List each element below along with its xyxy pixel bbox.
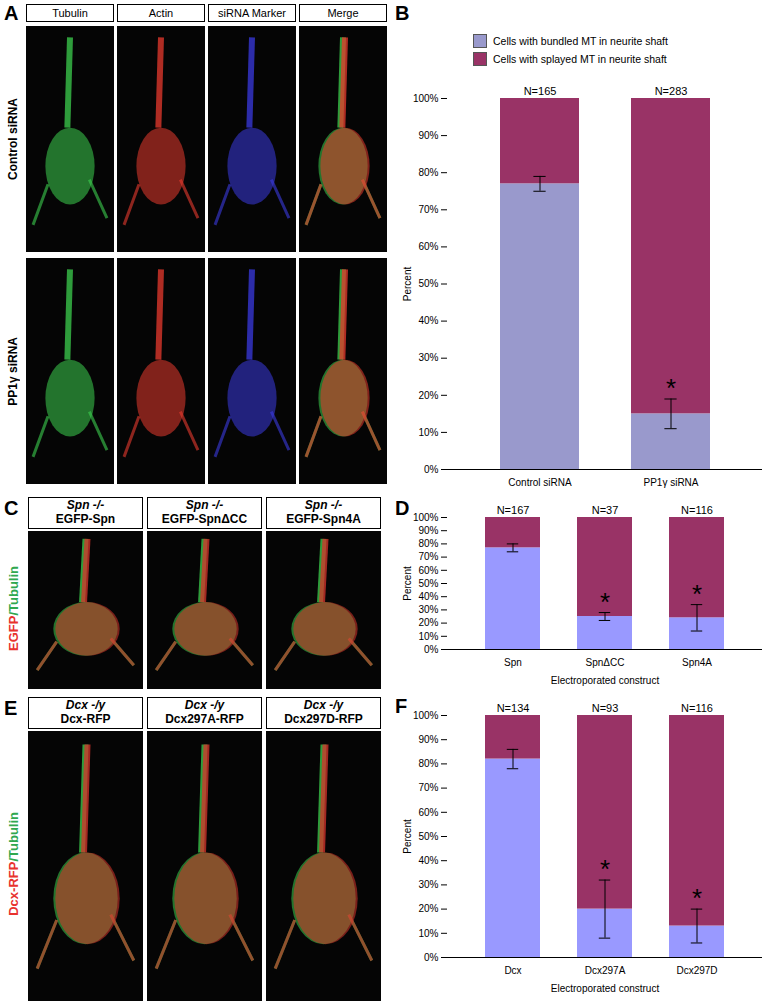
html-text:A: A [4,2,19,24]
svg-text:50%: 50% [418,831,438,842]
svg-text:80%: 80% [418,167,438,178]
svg-text:Dcx297A: Dcx297A [585,965,626,976]
svg-text:30%: 30% [418,879,438,890]
html-text:F: F [395,695,408,717]
html-text:Spn -/-: Spn -/- [66,498,105,512]
svg-text:0%: 0% [424,644,439,655]
svg-text:40%: 40% [418,315,438,326]
svg-text:40%: 40% [418,855,438,866]
html-text:Cells with splayed MT in neuri: Cells with splayed MT in neurite shaft [493,53,667,65]
svg-text:90%: 90% [418,525,438,536]
html-text:Dcx -/y: Dcx -/y [65,698,106,712]
svg-text:60%: 60% [418,241,438,252]
svg-text:Control siRNA: Control siRNA [508,477,572,488]
svg-text:60%: 60% [418,565,438,576]
svg-text:Electroporated construct: Electroporated construct [551,675,660,686]
html-text:Spn -/-: Spn -/- [304,498,343,512]
svg-text:*: * [666,373,676,403]
svg-text:*: * [600,854,610,884]
svg-text:Electroporated construct: Electroporated construct [551,983,660,994]
svg-text:20%: 20% [418,390,438,401]
svg-text:N=167: N=167 [497,504,530,516]
html-text:Spn -/-: Spn -/- [185,498,224,512]
svg-text:90%: 90% [418,734,438,745]
svg-text:40%: 40% [418,591,438,602]
svg-text:50%: 50% [418,578,438,589]
html-text:EGFP-SpnΔCC: EGFP-SpnΔCC [161,512,248,526]
svg-text:0%: 0% [424,464,439,475]
html-text:B: B [395,2,410,24]
svg-text:N=283: N=283 [655,85,688,97]
html-text:Dcx -/y: Dcx -/y [184,698,225,712]
html-text:C: C [4,497,19,519]
html-text:EGFP-Spn: EGFP-Spn [55,512,116,526]
html-text:EGFP: EGFP [5,615,21,651]
html-text:PP1γ siRNA: PP1γ siRNA [6,336,20,406]
svg-text:N=134: N=134 [497,702,530,714]
html-text:E: E [4,697,18,719]
html-text:/Tubulin: /Tubulin [5,812,21,862]
svg-text:PP1γ siRNA: PP1γ siRNA [643,477,698,488]
html-text:Dcx-RFP: Dcx-RFP [5,861,21,916]
html-text:Actin: Actin [148,7,174,19]
html-text:Dcx297D-RFP: Dcx297D-RFP [284,712,363,726]
svg-text:SpnΔCC: SpnΔCC [586,657,625,668]
svg-text:60%: 60% [418,807,438,818]
html-text:Merge: Merge [327,7,359,19]
svg-text:*: * [600,587,610,617]
html-text:EGFP-Spn4A: EGFP-Spn4A [286,512,361,526]
svg-text:Percent: Percent [402,819,413,854]
svg-text:10%: 10% [418,928,438,939]
html-text:Dcx297A-RFP: Dcx297A-RFP [165,712,244,726]
svg-text:10%: 10% [418,427,438,438]
svg-text:Dcx: Dcx [504,965,521,976]
svg-text:90%: 90% [418,130,438,141]
svg-text:*: * [692,579,702,609]
html-text:D: D [395,497,410,519]
svg-text:Dcx297D: Dcx297D [676,965,717,976]
svg-text:20%: 20% [418,617,438,628]
svg-text:Percent: Percent [402,566,413,601]
svg-text:30%: 30% [418,604,438,615]
svg-text:20%: 20% [418,903,438,914]
svg-text:50%: 50% [418,278,438,289]
svg-text:N=116: N=116 [681,504,713,516]
svg-text:10%: 10% [418,631,438,642]
svg-text:Percent: Percent [402,267,413,302]
svg-text:Spn: Spn [504,657,522,668]
html-text:Cells with bundled MT in neuri: Cells with bundled MT in neurite shaft [493,35,668,47]
svg-text:Spn4A: Spn4A [682,657,712,668]
svg-text:N=93: N=93 [592,702,619,714]
svg-text:100%: 100% [413,93,439,104]
svg-text:70%: 70% [418,551,438,562]
svg-text:70%: 70% [418,204,438,215]
html-text:Control siRNA: Control siRNA [6,98,20,180]
svg-text:*: * [692,883,702,913]
svg-text:30%: 30% [418,352,438,363]
html-text:Dcx-RFP: Dcx-RFP [60,712,111,726]
svg-text:100%: 100% [413,710,439,721]
svg-text:80%: 80% [418,538,438,549]
svg-text:N=37: N=37 [592,504,619,516]
svg-text:100%: 100% [413,512,439,523]
svg-text:N=165: N=165 [524,85,557,97]
html-text:Tubulin: Tubulin [52,7,88,19]
svg-text:70%: 70% [418,782,438,793]
svg-text:0%: 0% [424,952,439,963]
svg-text:N=116: N=116 [681,702,713,714]
svg-text:80%: 80% [418,758,438,769]
html-text:siRNA Marker: siRNA Marker [218,7,286,19]
html-text:Dcx -/y: Dcx -/y [303,698,344,712]
html-text:/Tubulin: /Tubulin [5,565,21,616]
